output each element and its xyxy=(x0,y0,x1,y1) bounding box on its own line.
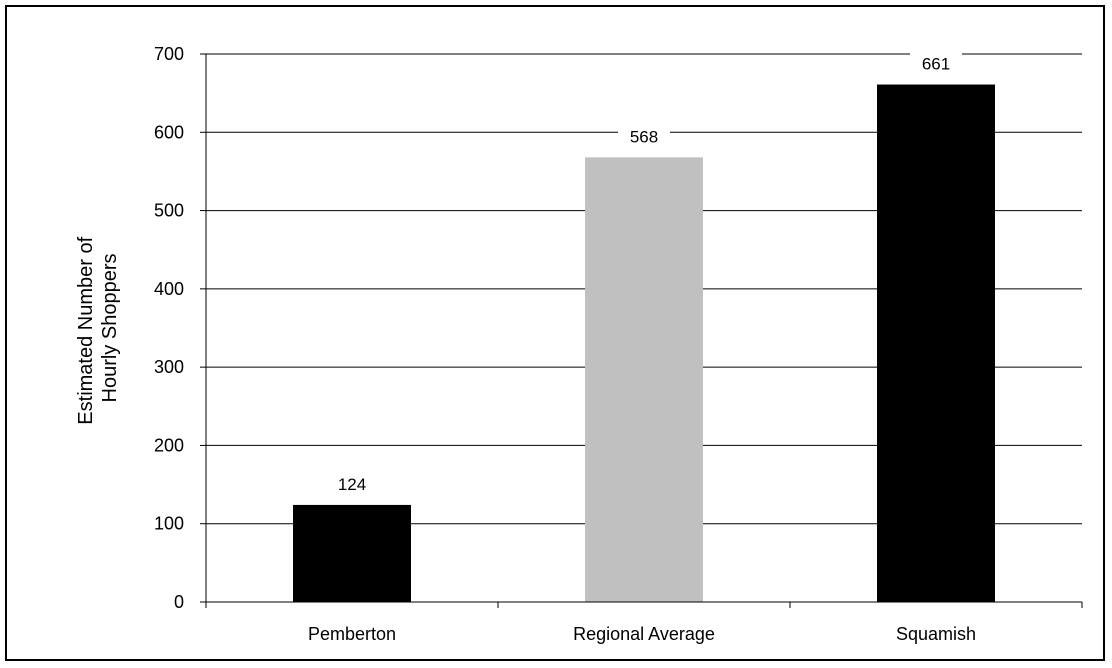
labels: 0 100 200 300 400 500 600 700 124 Pemberton 568 Reg… xyxy=(154,44,976,644)
y-axis-title: Estimated Number of Hourly Shoppers xyxy=(75,231,121,424)
data-label: 568 xyxy=(630,127,658,146)
bars xyxy=(293,84,995,602)
data-label-background xyxy=(618,125,670,148)
y-tick-label: 100 xyxy=(154,514,184,534)
data-label-background xyxy=(910,52,962,75)
y-tick-label: 300 xyxy=(154,357,184,377)
data-label-background xyxy=(326,472,378,495)
y-tick-label: 0 xyxy=(174,592,184,612)
y-tick-label: 700 xyxy=(154,44,184,64)
y-tick-label: 600 xyxy=(154,122,184,142)
bar xyxy=(585,157,703,602)
bar xyxy=(293,504,411,602)
y-tick-label: 500 xyxy=(154,201,184,221)
x-category-label: Pemberton xyxy=(308,624,396,644)
x-category-label: Squamish xyxy=(896,624,976,644)
data-label: 124 xyxy=(338,475,366,494)
x-category-label: Regional Average xyxy=(573,624,715,644)
y-tick-label: 400 xyxy=(154,279,184,299)
y-axis-title-line-1: Estimated Number of xyxy=(75,236,97,424)
y-axis-title-line-2: Hourly Shoppers xyxy=(99,254,121,403)
axes xyxy=(200,53,1083,608)
bar xyxy=(877,84,995,602)
y-tick-label: 200 xyxy=(154,435,184,455)
data-label: 661 xyxy=(922,55,950,74)
